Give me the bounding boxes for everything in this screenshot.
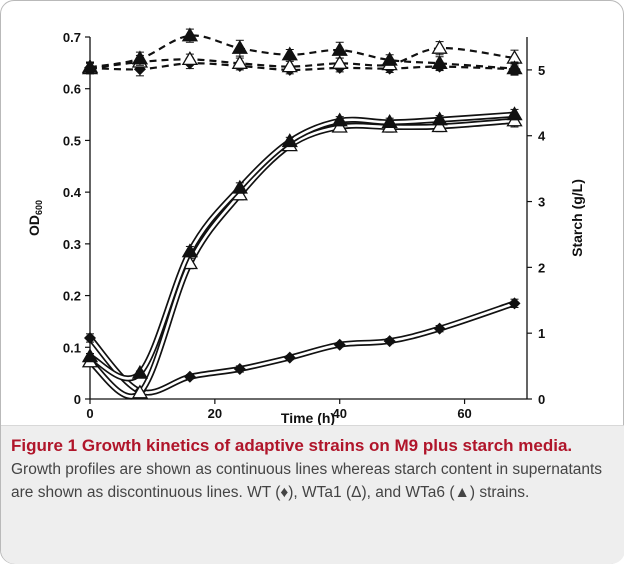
- chart-area: 0 20 40 60 0 0.1 0.2 0.3 0.4 0.5 0.6 0.7 0 1 2 3 4 5 Time…: [1, 1, 624, 426]
- series-line-wta1-dashed: [89, 47, 515, 70]
- data-point-triangle-open: [431, 39, 448, 54]
- y-right-tick-label: 3: [538, 195, 545, 210]
- axis-ticks: 0 20 40 60 0 0.1 0.2 0.3 0.4 0.5 0.6 0.7 0 1 2 3 4 5: [63, 30, 546, 421]
- figure-caption: Figure 1 Growth kinetics of adaptive str…: [11, 434, 615, 504]
- series-line-wta6-dashed: [89, 34, 515, 70]
- data-point-triangle-filled: [81, 58, 99, 73]
- data-point-triangle-filled: [131, 50, 149, 65]
- y-left-tick-label: 0.5: [63, 133, 81, 148]
- data-point-triangle-filled: [381, 114, 398, 128]
- data-point-diamond: [283, 351, 296, 364]
- y-left-axis-title-main: OD: [26, 215, 42, 236]
- data-point-triangle-filled: [431, 111, 448, 126]
- data-point-triangle-filled: [81, 348, 99, 363]
- data-point-triangle-filled: [331, 112, 348, 127]
- data-point-triangle-filled: [381, 51, 398, 66]
- data-point-triangle-filled: [231, 179, 248, 194]
- series-line-wt-dashed: [89, 62, 515, 72]
- x-tick-label: 0: [86, 406, 93, 421]
- y-left-axis-title-subscript: 600: [34, 200, 44, 215]
- data-point-triangle-filled: [331, 41, 348, 56]
- y-right-tick-label: 2: [538, 260, 545, 275]
- data-point-diamond: [508, 297, 521, 310]
- series-wt-solid: [84, 297, 521, 398]
- y-left-tick-label: 0.3: [63, 237, 81, 252]
- series-layer: [81, 27, 523, 400]
- data-point-triangle-filled: [281, 46, 298, 61]
- data-point-triangle-filled: [281, 133, 298, 148]
- data-point-diamond: [233, 363, 246, 376]
- y-left-tick-label: 0: [74, 392, 81, 407]
- y-left-tick-label: 0.6: [63, 82, 81, 97]
- data-point-triangle-open: [281, 58, 298, 73]
- x-tick-label: 40: [332, 406, 346, 421]
- y-right-tick-label: 4: [538, 129, 546, 144]
- y-left-tick-label: 0.1: [63, 340, 81, 355]
- series-wta1-dashed: [81, 39, 523, 75]
- y-left-tick-label: 0.2: [63, 289, 81, 304]
- x-tick-label: 60: [457, 406, 471, 421]
- data-point-triangle-open: [331, 55, 348, 69]
- data-point-diamond: [383, 335, 396, 348]
- y-left-tick-label: 0.7: [63, 30, 81, 45]
- caption-body: Growth profiles are shown as continuous …: [11, 461, 603, 501]
- series-wta6-solid: [81, 106, 523, 382]
- data-point-triangle-filled: [506, 60, 523, 75]
- data-point-triangle-filled: [131, 364, 149, 379]
- data-point-triangle-filled: [181, 27, 199, 42]
- data-point-diamond: [183, 370, 196, 383]
- series-wta6-dashed: [81, 27, 523, 76]
- x-axis-title: Time (h): [281, 410, 335, 425]
- y-right-tick-label: 1: [538, 326, 545, 341]
- data-point-diamond: [433, 322, 446, 335]
- series-line-inner-wta1-solid: [89, 119, 515, 398]
- y-right-tick-label: 5: [538, 63, 545, 78]
- y-right-tick-label: 0: [538, 392, 545, 407]
- caption-box: Figure 1 Growth kinetics of adaptive str…: [1, 425, 624, 564]
- y-right-axis-title: Starch (g/L): [569, 179, 585, 257]
- x-tick-label: 20: [208, 406, 222, 421]
- data-point-triangle-open: [131, 384, 149, 399]
- data-point-triangle-filled: [231, 39, 248, 54]
- y-left-tick-label: 0.4: [63, 185, 82, 200]
- y-left-axis-title: OD600: [26, 200, 44, 236]
- series-line-outer-wta6-solid: [88, 111, 515, 382]
- caption-title: Figure 1 Growth kinetics of adaptive str…: [11, 436, 573, 455]
- data-point-diamond: [333, 338, 346, 351]
- data-point-triangle-filled: [181, 243, 199, 258]
- data-point-triangle-filled: [506, 106, 523, 121]
- data-point-diamond: [84, 331, 96, 344]
- data-point-triangle-open: [181, 51, 199, 66]
- data-point-triangle-filled: [431, 55, 448, 69]
- data-point-triangle-open: [231, 55, 248, 69]
- data-point-triangle-open: [431, 118, 448, 133]
- series-line-inner-wta6-solid: [89, 113, 515, 380]
